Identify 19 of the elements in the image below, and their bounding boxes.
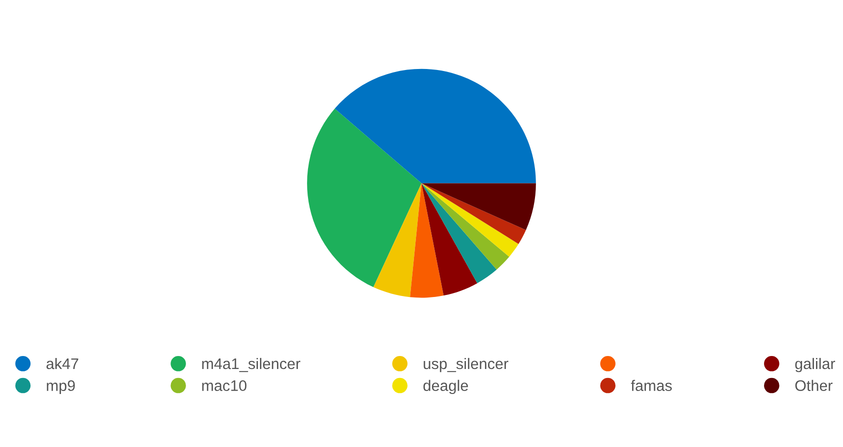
legend-label: galilar [795, 358, 836, 372]
pie-slice [422, 183, 518, 257]
pie-slice [307, 108, 422, 288]
legend-label: mp9 [46, 380, 75, 394]
legend-label: deagle [423, 380, 468, 394]
pie-slice [422, 183, 478, 296]
legend-label: usp_silencer [424, 358, 508, 372]
legend-label: mac10 [202, 380, 246, 392]
pie-slice [422, 183, 497, 284]
legend-label: m4a1_silencer [202, 358, 300, 372]
legend-label: famas [630, 380, 672, 392]
legend-label: Other [795, 380, 833, 392]
pie-slice [334, 68, 536, 184]
pie-slice [410, 183, 444, 298]
pie-slice [422, 183, 536, 230]
legend-label: ak47 [46, 358, 78, 370]
pie-slice [422, 183, 510, 270]
pie-slice [373, 183, 422, 298]
pie-slice [422, 183, 526, 244]
